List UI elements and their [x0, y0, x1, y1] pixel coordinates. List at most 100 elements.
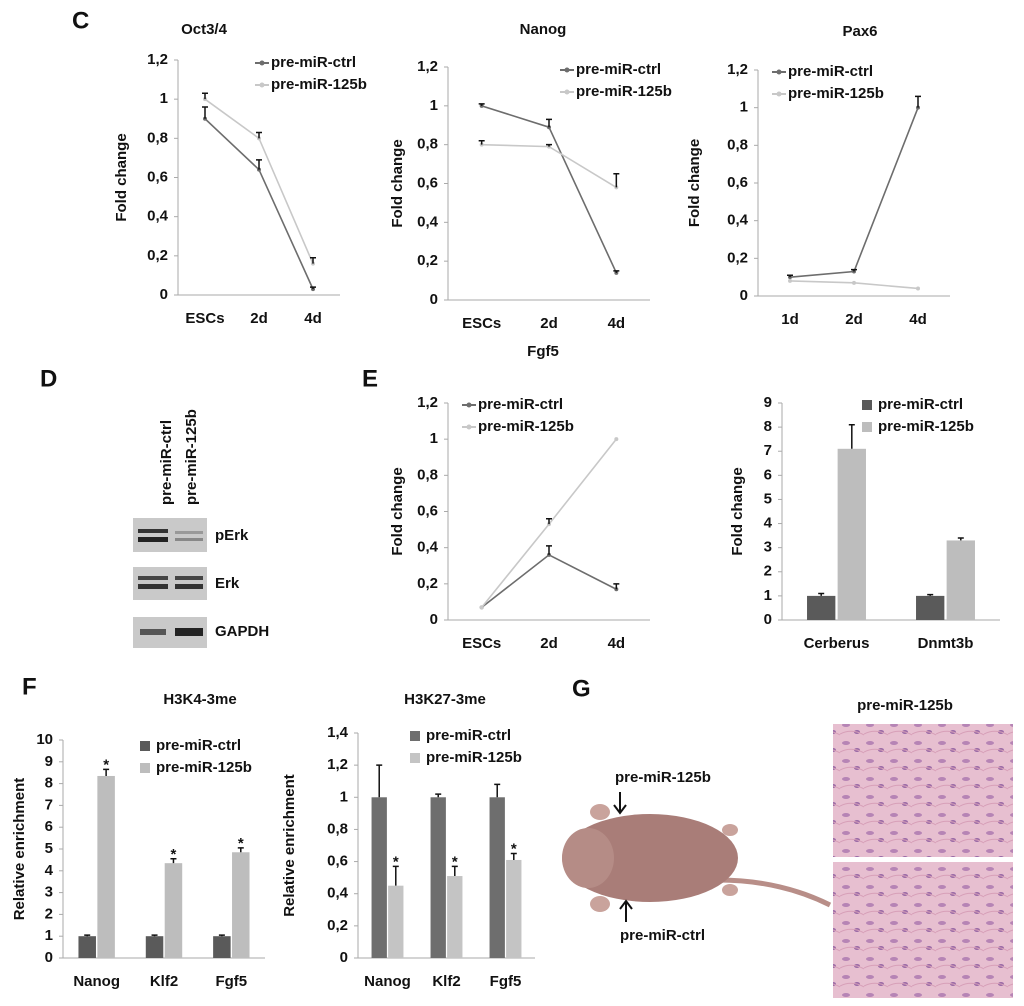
- y-tick-label: 0,6: [417, 502, 438, 519]
- panel-label: C: [72, 7, 89, 34]
- error-bar: [84, 934, 91, 937]
- bar: [916, 595, 945, 620]
- y-tick-label: 1: [740, 99, 748, 116]
- y-tick-label: 0,2: [327, 917, 348, 934]
- y-tick-label: 0,8: [417, 136, 438, 153]
- arrow: [619, 899, 633, 922]
- error-bar: [202, 106, 208, 119]
- legend-swatch: [259, 60, 265, 66]
- legend-swatch: [776, 91, 782, 97]
- x-tick-label: Cerberus: [804, 635, 870, 652]
- x-tick-label: Klf2: [432, 973, 460, 990]
- chart-title: H3K4-3me: [163, 691, 236, 708]
- y-tick-label: 1: [430, 430, 438, 447]
- y-axis-label: Fold change: [686, 139, 703, 227]
- error-bar: [787, 274, 793, 278]
- y-tick-label: 0,6: [727, 174, 748, 191]
- error-bar: [848, 423, 855, 449]
- x-tick-label: 4d: [909, 311, 927, 328]
- y-tick-label: 4: [45, 862, 54, 879]
- histology-title: pre-miR-125b: [857, 697, 953, 714]
- bar: [837, 448, 866, 620]
- panel-label: F: [22, 673, 37, 700]
- error-bar: [957, 537, 964, 541]
- legend-swatch: [140, 763, 150, 773]
- annotation: *: [171, 846, 177, 863]
- histology-image: [833, 862, 1013, 998]
- annotation: *: [511, 841, 517, 858]
- y-tick-label: 1,2: [327, 756, 348, 773]
- y-tick-label: 5: [45, 840, 53, 857]
- error-bar: [546, 545, 552, 555]
- y-tick-label: 1,2: [147, 51, 168, 68]
- x-tick-label: ESCs: [185, 310, 224, 327]
- error-bar: [435, 793, 442, 798]
- injection-label: pre-miR-ctrl: [620, 927, 705, 944]
- bar: [97, 775, 115, 958]
- error-bar: [915, 95, 921, 108]
- y-tick-label: 0,2: [417, 575, 438, 592]
- bar: [489, 797, 505, 958]
- legend-swatch: [466, 424, 472, 430]
- x-tick-label: 1d: [781, 311, 799, 328]
- error-bar: [927, 593, 934, 596]
- y-tick-label: 0: [160, 286, 168, 303]
- y-tick-label: 1,2: [727, 61, 748, 78]
- y-tick-label: 2: [764, 563, 772, 580]
- panel-label: E: [362, 365, 378, 392]
- y-tick-label: 9: [764, 394, 772, 411]
- y-tick-label: 1: [160, 90, 168, 107]
- y-tick-label: 0,8: [147, 129, 168, 146]
- lane-label: pre-miR-125b: [183, 409, 200, 505]
- chart-title: Pax6: [842, 23, 877, 40]
- bar: [388, 885, 404, 958]
- blot: [133, 518, 207, 648]
- chart-title: Nanog: [520, 21, 567, 38]
- error-bar: [613, 270, 620, 273]
- legend-label: pre-miR-ctrl: [878, 396, 963, 413]
- y-tick-label: 10: [36, 731, 53, 748]
- error-bar: [310, 257, 316, 264]
- chart-title: H3K27-3me: [404, 691, 486, 708]
- y-tick-label: 0,6: [147, 168, 168, 185]
- legend-label: pre-miR-ctrl: [271, 54, 356, 71]
- error-bar: [478, 140, 485, 145]
- error-bar: [376, 764, 383, 798]
- legend-label: pre-miR-125b: [788, 85, 884, 102]
- y-tick-label: 0,6: [417, 174, 438, 191]
- x-tick-label: 4d: [608, 315, 626, 332]
- y-tick-label: 0: [430, 611, 438, 628]
- error-bar: [170, 858, 177, 864]
- line: [789, 107, 919, 278]
- error-bar: [451, 865, 458, 877]
- legend-swatch: [259, 82, 265, 88]
- bar: [447, 876, 463, 958]
- line: [204, 98, 314, 264]
- x-tick-label: 4d: [608, 635, 626, 652]
- point: [479, 605, 484, 610]
- error-bar: [392, 865, 399, 886]
- histology-image: [833, 724, 1013, 857]
- y-tick-label: 0,4: [417, 539, 439, 556]
- legend-swatch: [466, 402, 472, 408]
- x-tick-label: Fgf5: [490, 973, 522, 990]
- error-bar: [202, 92, 208, 100]
- line: [204, 118, 314, 290]
- lane-label: pre-miR-ctrl: [158, 420, 175, 505]
- x-tick-label: 4d: [304, 310, 322, 327]
- annotation: *: [393, 853, 399, 870]
- x-tick-label: 2d: [540, 635, 558, 652]
- y-tick-label: 5: [764, 490, 772, 507]
- y-tick-label: 3: [764, 539, 772, 556]
- point: [788, 278, 792, 283]
- legend-label: pre-miR-125b: [426, 749, 522, 766]
- bar: [78, 936, 96, 958]
- error-bar: [546, 143, 552, 147]
- error-bar: [613, 173, 620, 188]
- y-tick-label: 0: [764, 611, 772, 628]
- legend-label: pre-miR-125b: [478, 418, 574, 435]
- y-tick-label: 0,2: [417, 252, 438, 269]
- x-tick-label: ESCs: [462, 315, 501, 332]
- error-bar: [851, 268, 857, 272]
